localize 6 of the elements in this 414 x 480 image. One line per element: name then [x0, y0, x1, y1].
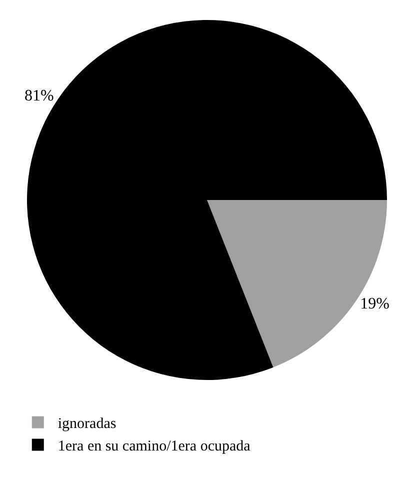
data-label: 81%: [24, 88, 54, 105]
data-label: 19%: [360, 295, 390, 312]
legend-label: ignoradas: [58, 416, 116, 432]
legend-label: 1era en su camino/1era ocupada: [58, 438, 251, 455]
pie-slice: [207, 200, 387, 368]
pie-slice: [27, 20, 387, 380]
